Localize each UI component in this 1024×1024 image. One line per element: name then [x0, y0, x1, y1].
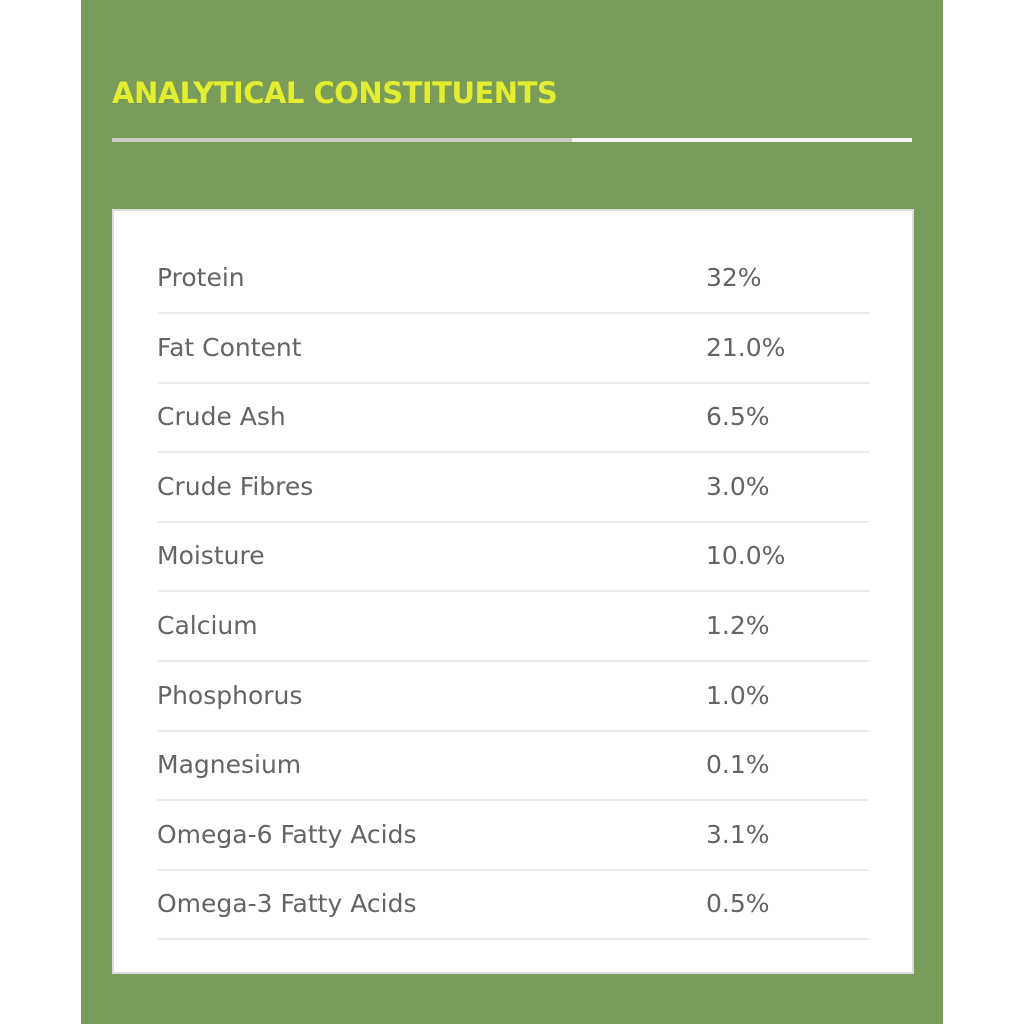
- constituents-table: Protein 32% Fat Content 21.0% Crude Ash 6.5% C…: [112, 209, 914, 974]
- table-row: Fat Content 21.0%: [157, 313, 869, 384]
- constituent-value: 1.2%: [706, 611, 770, 640]
- table-row: Phosphorus 1.0%: [157, 661, 869, 732]
- table-row: Crude Fibres 3.0%: [157, 452, 869, 523]
- constituent-value: 3.0%: [706, 471, 770, 501]
- title-rule: [112, 138, 572, 142]
- constituent-name: Moisture: [157, 541, 265, 571]
- constituent-value: 0.5%: [706, 889, 770, 919]
- constituent-name: Crude Fibres: [157, 471, 314, 501]
- table-row: Omega-6 Fatty Acids 3.1%: [157, 800, 869, 871]
- constituent-value: 1.0%: [706, 680, 770, 710]
- constituent-name: Protein: [157, 263, 245, 292]
- constituent-name: Crude Ash: [157, 402, 286, 432]
- constituent-name: Fat Content: [157, 332, 302, 362]
- constituent-value: 6.5%: [706, 402, 770, 432]
- constituent-name: Magnesium: [157, 750, 302, 780]
- constituent-value: 0.1%: [706, 750, 770, 780]
- table-row: Omega-3 Fatty Acids 0.5%: [157, 869, 869, 941]
- table-row: Protein 32%: [157, 243, 869, 314]
- constituent-value: 3.1%: [706, 819, 770, 849]
- constituent-name: Phosphorus: [157, 680, 303, 710]
- constituent-value: 10.0%: [706, 541, 786, 571]
- table-row: Magnesium 0.1%: [157, 730, 869, 802]
- constituent-name: Omega-6 Fatty Acids: [157, 819, 417, 849]
- table-row: Crude Ash 6.5%: [157, 382, 869, 454]
- panel: ANALYTICAL CONSTITUENTS Protein 32% Fat Co…: [81, 0, 943, 1024]
- table-row: Calcium 1.2%: [157, 591, 869, 662]
- constituent-value: 21.0%: [706, 332, 786, 362]
- constituent-name: Omega-3 Fatty Acids: [157, 889, 417, 919]
- constituent-name: Calcium: [157, 611, 258, 640]
- title-rule-accent: [572, 138, 912, 142]
- table-row: Moisture 10.0%: [157, 521, 869, 593]
- section-title: ANALYTICAL CONSTITUENTS: [112, 76, 558, 110]
- constituent-value: 32%: [706, 263, 762, 292]
